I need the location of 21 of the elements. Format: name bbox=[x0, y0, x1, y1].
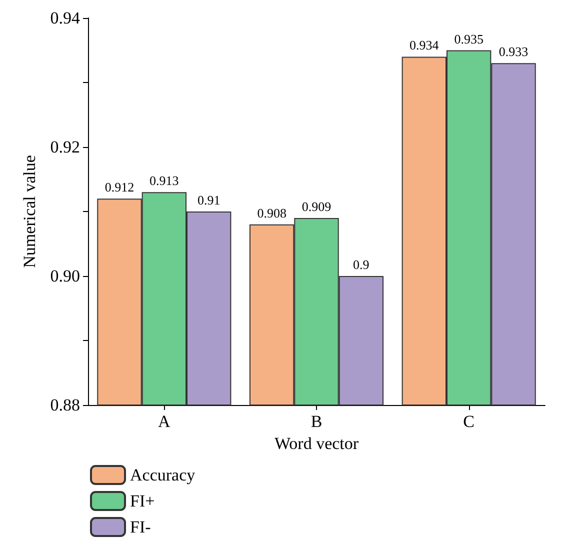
x-tick-label: A bbox=[158, 412, 172, 431]
x-tick-label: B bbox=[310, 412, 322, 431]
data-label: 0.934 bbox=[410, 38, 440, 53]
data-label: 0.9 bbox=[353, 257, 370, 272]
data-label: 0.935 bbox=[454, 31, 484, 46]
legend-label: FI- bbox=[130, 518, 152, 536]
legend-label: Accuracy bbox=[130, 466, 196, 484]
y-tick-label: 0.88 bbox=[50, 396, 80, 414]
x-tick-label: C bbox=[463, 412, 475, 431]
x-axis-title: Word vector bbox=[274, 434, 359, 453]
data-label: 0.912 bbox=[104, 180, 134, 195]
legend-label: FI+ bbox=[130, 492, 155, 510]
y-tick-label: 0.94 bbox=[50, 8, 80, 28]
y-tick-label: 0.90 bbox=[50, 266, 80, 286]
data-label: 0.913 bbox=[150, 173, 179, 188]
data-label: 0.933 bbox=[498, 44, 528, 60]
y-tick-label: 0.92 bbox=[50, 138, 80, 156]
y-axis-title: Numerical value bbox=[20, 155, 39, 268]
data-label: 0.91 bbox=[197, 192, 220, 208]
data-label: 0.908 bbox=[257, 205, 286, 220]
data-label: 0.909 bbox=[302, 198, 332, 214]
